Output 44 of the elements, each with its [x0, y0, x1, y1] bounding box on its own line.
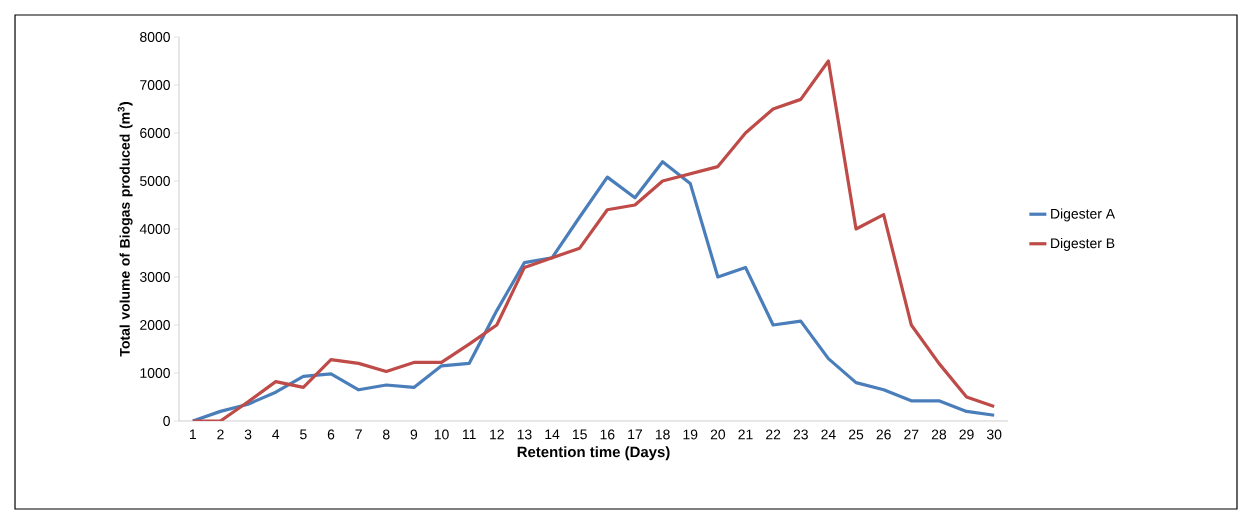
x-tick-label: 14: [545, 429, 560, 440]
y-axis-title: Total volume of Biogas produced (m$^{3}$): [117, 102, 133, 357]
x-tick-label: 21: [738, 429, 753, 440]
line-series: [191, 160, 996, 421]
y-tick-label: 6000: [140, 128, 170, 138]
y-tick-label: 7000: [140, 80, 170, 90]
x-tick-label: 16: [600, 429, 615, 440]
x-tick-label: 2: [217, 429, 224, 440]
x-tick-label: 7: [355, 429, 362, 440]
x-tick-label: 5: [300, 429, 307, 440]
x-tick-label: 9: [410, 429, 418, 440]
x-axis-title: Retention time (Days): [517, 446, 670, 461]
x-tick-label: 15: [573, 429, 587, 440]
x-tick-label: 10: [434, 429, 449, 440]
legend-label: Digester B: [1051, 237, 1115, 251]
x-tick-label: 11: [462, 429, 476, 440]
x-tick-label: 20: [710, 429, 726, 440]
y-tick-label: 2000: [140, 320, 170, 330]
x-tick-label: 1: [190, 429, 197, 440]
y-tick-label: 8000: [140, 32, 170, 42]
x-tick-label: 26: [876, 429, 891, 440]
x-tick-label: 12: [490, 429, 504, 440]
x-tick-label: 28: [931, 429, 947, 440]
x-tick-label: 29: [959, 429, 974, 440]
y-tick-label: 4000: [139, 224, 170, 234]
x-tick-label: 22: [766, 429, 781, 440]
x-tick-label: 3: [244, 429, 252, 440]
y-tick-label: 1000: [140, 368, 170, 378]
x-tick-label: 13: [517, 429, 532, 440]
legend-label: Digester A: [1051, 208, 1116, 222]
y-tick-label: 3000: [139, 272, 170, 282]
x-tick-label: 30: [986, 429, 1002, 440]
x-tick-label: 17: [628, 429, 643, 440]
x-tick-label: 8: [382, 429, 390, 440]
x-tick-label: 18: [655, 429, 670, 440]
x-tick-label: 24: [821, 429, 836, 440]
y-tick-label: 5000: [140, 176, 170, 186]
x-tick-label: 23: [793, 429, 808, 440]
x-tick-label: 27: [904, 429, 919, 440]
x-tick-label: 25: [848, 429, 864, 440]
x-tick-label: 4: [272, 429, 280, 440]
x-tick-label: 6: [327, 429, 335, 440]
x-tick-label: 19: [683, 429, 698, 440]
y-tick-label: 0: [163, 416, 170, 426]
